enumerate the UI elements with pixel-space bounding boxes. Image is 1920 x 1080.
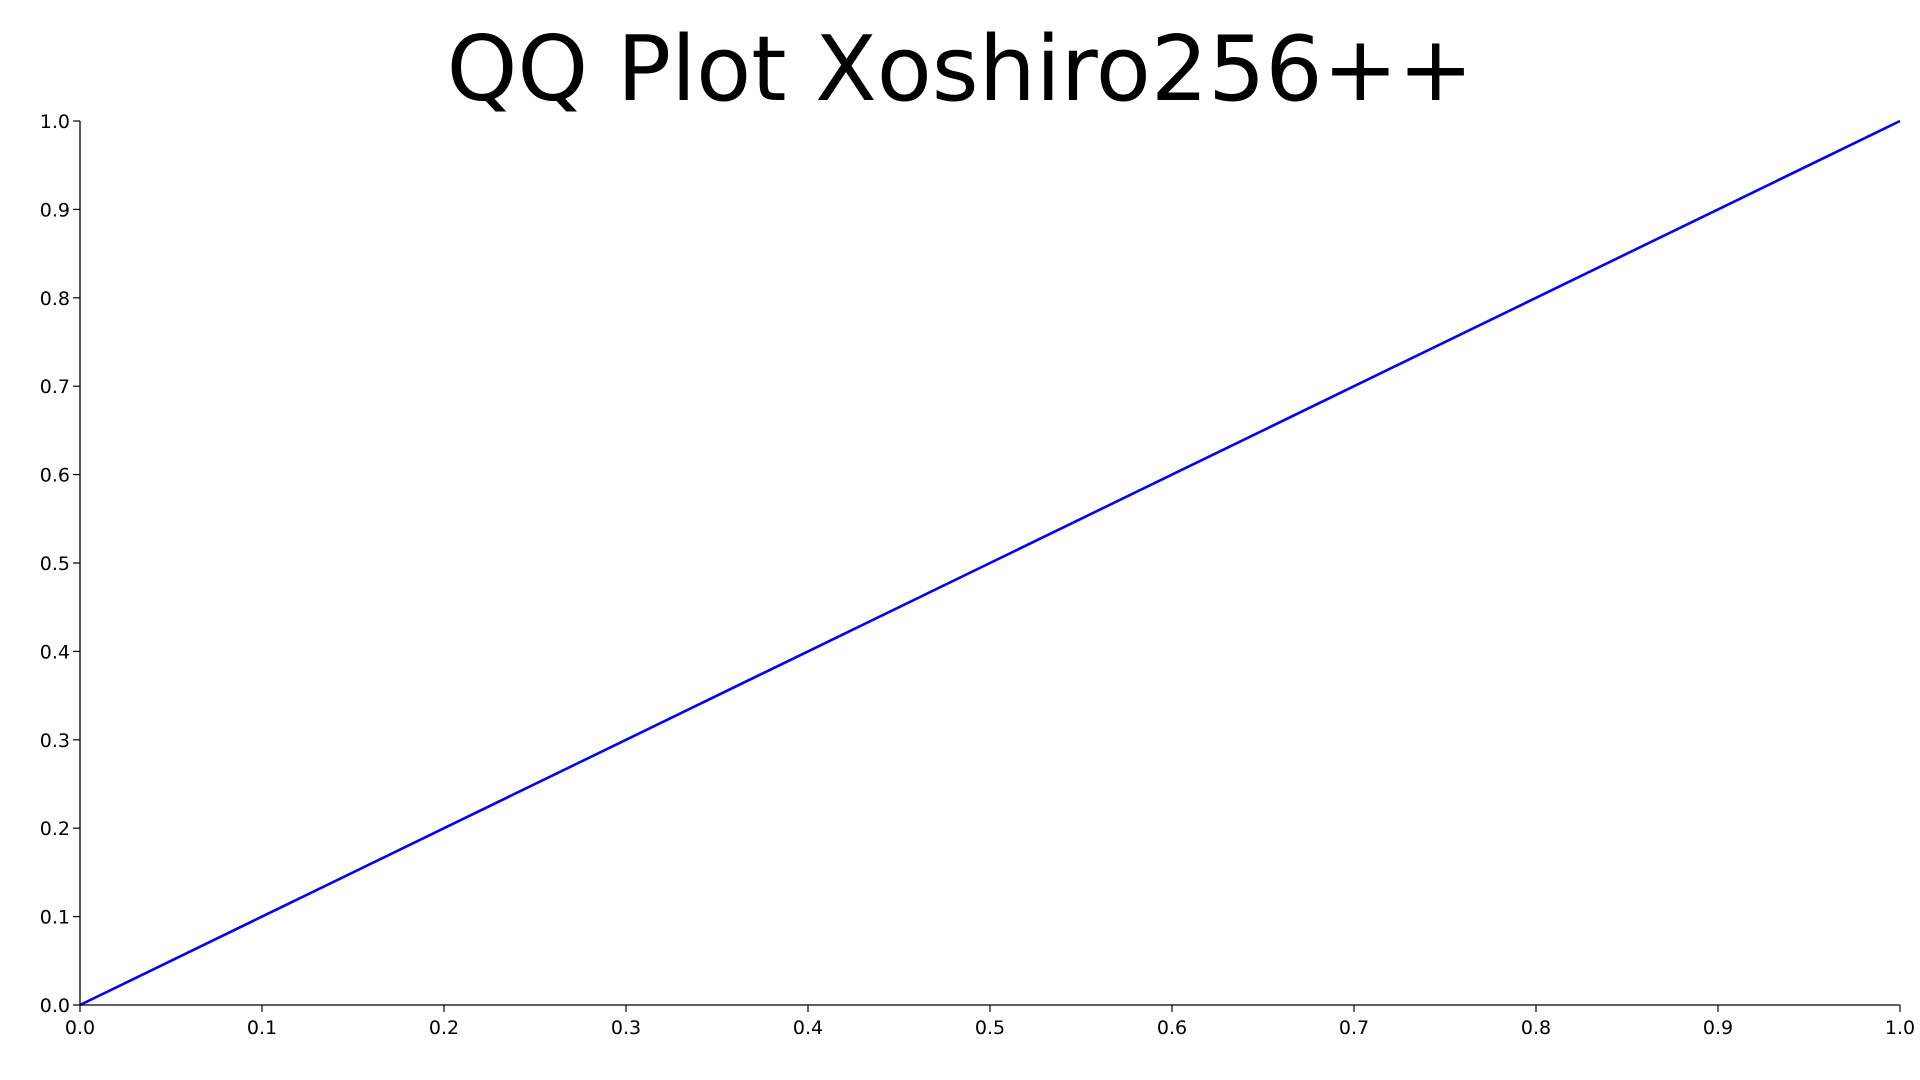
x-tick-label: 0.4 xyxy=(793,1017,823,1039)
y-tick-label: 0.2 xyxy=(40,818,70,840)
x-tick-label: 0.8 xyxy=(1521,1017,1551,1039)
x-tick-label: 0.9 xyxy=(1703,1017,1733,1039)
x-tick-label: 0.7 xyxy=(1339,1017,1369,1039)
chart-title: QQ Plot Xoshiro256++ xyxy=(446,17,1474,122)
y-tick-label: 1.0 xyxy=(40,111,70,133)
y-tick-label: 0.5 xyxy=(40,553,70,575)
y-tick-label: 0.3 xyxy=(40,730,70,752)
y-axis-ticks: 0.0 0.1 0.2 0.3 0.4 0.5 0.6 0.7 0.8 0.9 1.0 xyxy=(40,111,80,1017)
x-tick-label: 0.3 xyxy=(611,1017,641,1039)
x-tick-label: 0.0 xyxy=(65,1017,95,1039)
series-line-0 xyxy=(79,119,1901,1007)
x-tick-label: 0.2 xyxy=(429,1017,459,1039)
y-tick-label: 0.1 xyxy=(40,907,70,929)
y-tick-label: 0.7 xyxy=(40,376,70,398)
x-axis-ticks: 0.0 0.1 0.2 0.3 0.4 0.5 0.6 0.7 0.8 0.9 1.0 xyxy=(65,1005,1915,1039)
x-tick-label: 0.1 xyxy=(247,1017,277,1039)
y-tick-label: 0.6 xyxy=(40,465,70,487)
plot-series-group xyxy=(79,119,1901,1007)
x-tick-label: 0.6 xyxy=(1157,1017,1187,1039)
y-tick-label: 0.8 xyxy=(40,288,70,310)
y-tick-label: 0.9 xyxy=(40,199,70,221)
x-tick-label: 0.5 xyxy=(975,1017,1005,1039)
y-tick-label: 0.0 xyxy=(40,995,70,1017)
y-tick-label: 0.4 xyxy=(40,641,70,663)
x-tick-label: 1.0 xyxy=(1885,1017,1915,1039)
